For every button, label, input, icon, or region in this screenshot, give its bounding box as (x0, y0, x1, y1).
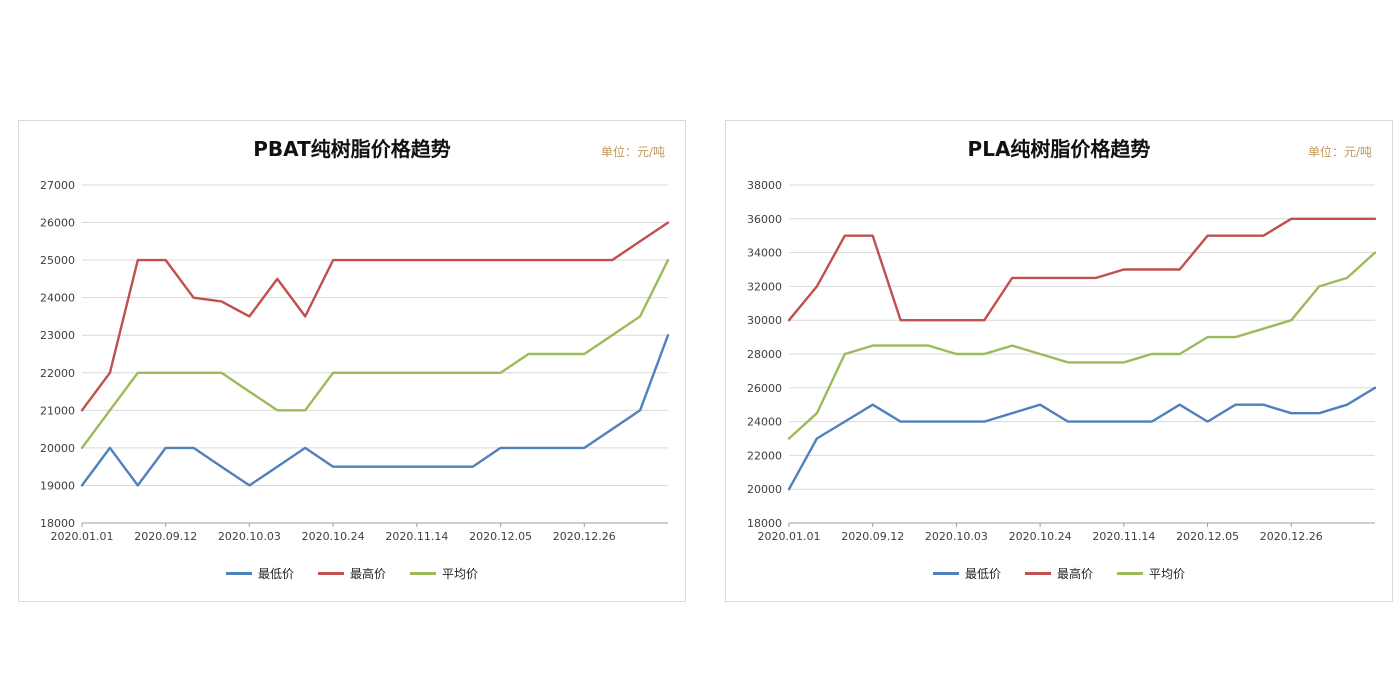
line-swatch-max (1024, 572, 1051, 575)
legend-item-avg: 平均价 (410, 565, 478, 582)
y-axis-tick-label: 24000 (40, 292, 75, 305)
y-axis-tick-label: 34000 (747, 247, 782, 260)
legend-label-avg: 平均价 (1149, 567, 1186, 581)
y-axis-tick-label: 38000 (747, 179, 782, 192)
series-line-0 (80, 333, 670, 487)
series-line-0 (787, 386, 1377, 491)
line-swatch-avg (410, 572, 436, 575)
y-axis-tick-label: 30000 (747, 314, 782, 327)
line-swatch-avg (1117, 572, 1143, 575)
series-line-2 (787, 251, 1377, 440)
x-axis-tick-label: 2020.11.14 (1092, 530, 1155, 543)
y-axis-tick-label: 18000 (747, 517, 782, 530)
chart-title: PLA纯树脂价格趋势 (967, 137, 1151, 161)
legend-label-avg: 平均价 (442, 567, 479, 581)
x-axis-tick-label: 2020.09.12 (841, 530, 904, 543)
x-axis-tick-label: 2020.12.26 (553, 530, 616, 543)
line-swatch-min (225, 572, 252, 575)
pbat-line-chart: 18000 19000 20000 21000 22000 23000 24000 25000… (40, 179, 670, 543)
y-axis-tick-label: 25000 (40, 254, 75, 267)
legend-item-min: 最低价 (225, 565, 294, 582)
y-axis-tick-label: 26000 (747, 382, 782, 395)
y-axis-tick-label: 22000 (747, 449, 782, 462)
line-swatch-max (317, 572, 344, 575)
x-axis-tick-label: 2020.10.24 (302, 530, 365, 543)
series-line-1 (787, 217, 1377, 322)
x-axis-tick-label: 2020.12.05 (469, 530, 532, 543)
line-swatch-min (932, 572, 959, 575)
pbat-legend: 最低价 最高价 平均价 (19, 565, 685, 582)
y-axis-tick-label: 19000 (40, 479, 75, 492)
series-line-2 (80, 258, 670, 450)
pla-chart-header: PLA纯树脂价格趋势 单位：元/吨 (726, 121, 1392, 171)
y-axis-tick-label: 18000 (40, 517, 75, 530)
y-axis-tick-label: 26000 (40, 217, 75, 230)
pla-legend: 最低价 最高价 平均价 (726, 565, 1392, 582)
y-axis-tick-label: 20000 (747, 483, 782, 496)
legend-item-min: 最低价 (932, 565, 1001, 582)
chart-title: PBAT纯树脂价格趋势 (253, 137, 451, 161)
legend-item-max: 最高价 (317, 565, 386, 582)
legend-label-min: 最低价 (964, 567, 1001, 581)
x-axis-tick-label: 2020.12.26 (1260, 530, 1323, 543)
legend-label-min: 最低价 (257, 567, 294, 581)
pbat-chart-header: PBAT纯树脂价格趋势 单位：元/吨 (19, 121, 685, 171)
pbat-chart-panel: PBAT纯树脂价格趋势 单位：元/吨 18000 19000 20000 21000 2… (18, 120, 686, 602)
x-axis-tick-label: 2020.10.03 (218, 530, 281, 543)
y-axis-tick-label: 23000 (40, 329, 75, 342)
legend-item-max: 最高价 (1024, 565, 1093, 582)
x-axis-tick-label: 2020.01.01 (51, 530, 114, 543)
y-axis-tick-label: 22000 (40, 367, 75, 380)
x-axis-tick-label: 2020.10.24 (1009, 530, 1072, 543)
y-axis-tick-label: 28000 (747, 348, 782, 361)
legend-label-max: 最高价 (349, 567, 386, 581)
x-axis-tick-label: 2020.12.05 (1176, 530, 1239, 543)
legend-item-avg: 平均价 (1117, 565, 1185, 582)
x-axis-tick-label: 2020.01.01 (758, 530, 821, 543)
y-axis-tick-label: 27000 (40, 179, 75, 192)
x-axis-tick-label: 2020.09.12 (134, 530, 197, 543)
legend-label-max: 最高价 (1056, 567, 1093, 581)
unit-label: 单位：元/吨 (1307, 145, 1372, 159)
x-axis-tick-label: 2020.10.03 (925, 530, 988, 543)
series-line-1 (80, 221, 670, 412)
x-axis-tick-label: 2020.11.14 (385, 530, 448, 543)
y-axis-tick-label: 32000 (747, 280, 782, 293)
pla-line-chart: 18000 20000 22000 24000 26000 28000 30000 32000… (747, 179, 1377, 543)
y-axis-tick-label: 36000 (747, 213, 782, 226)
unit-label: 单位：元/吨 (600, 145, 665, 159)
y-axis-tick-label: 21000 (40, 404, 75, 417)
pla-chart-panel: PLA纯树脂价格趋势 单位：元/吨 18000 20000 22000 24000 26… (725, 120, 1393, 602)
y-axis-tick-label: 24000 (747, 416, 782, 429)
y-axis-tick-label: 20000 (40, 442, 75, 455)
